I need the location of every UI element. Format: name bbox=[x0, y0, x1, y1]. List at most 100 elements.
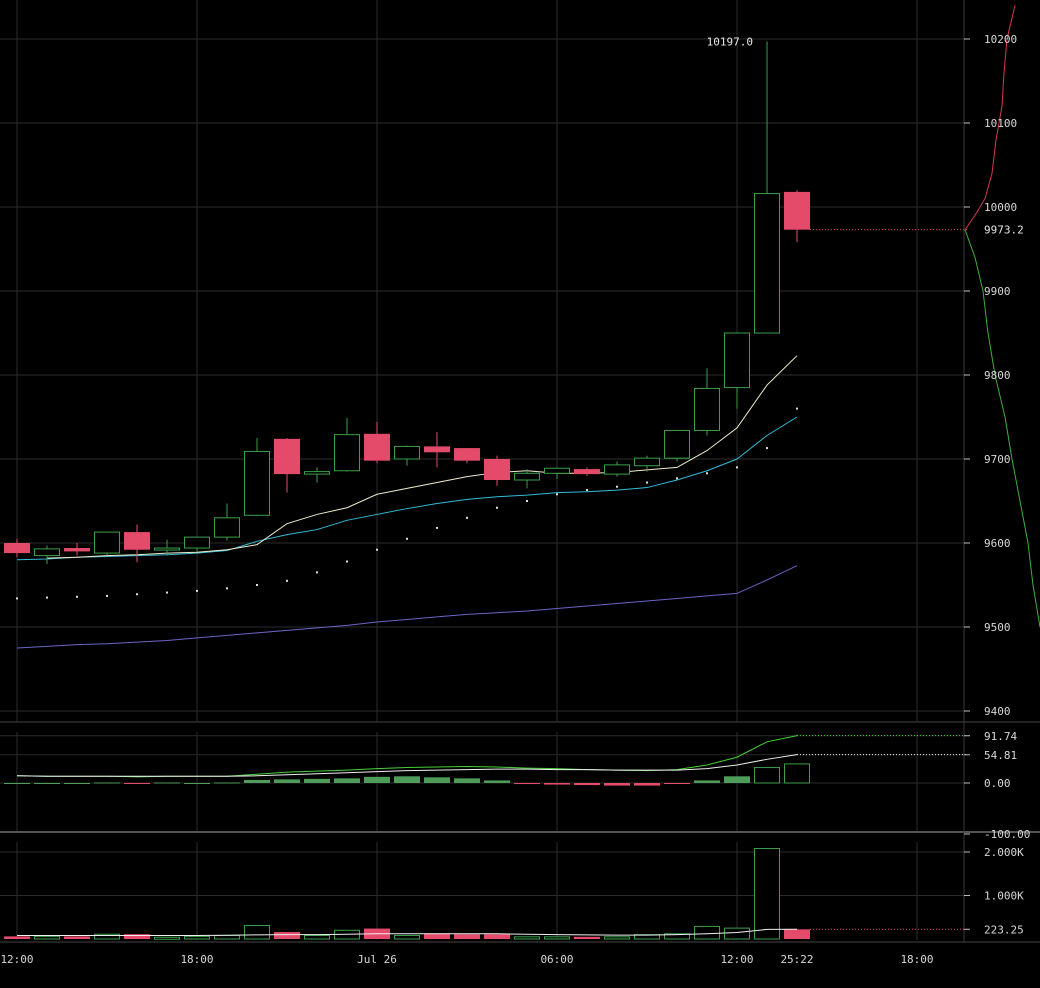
psar-dot bbox=[226, 587, 228, 590]
x-tick-label: 25:22 bbox=[780, 953, 813, 966]
volume-bar bbox=[784, 929, 810, 939]
volume-bar bbox=[754, 848, 780, 940]
candle-body bbox=[274, 438, 300, 475]
candle-body bbox=[334, 434, 360, 472]
high-price-annotation: 10197.0 bbox=[707, 36, 753, 49]
candles[interactable] bbox=[4, 41, 968, 564]
volume-bar bbox=[304, 935, 330, 940]
psar-dot bbox=[376, 548, 378, 551]
volume-bar bbox=[214, 935, 240, 940]
psar-dot bbox=[346, 560, 348, 563]
volume-bar bbox=[604, 936, 630, 940]
depth-ask-line bbox=[964, 5, 1016, 230]
price-tick-label: 9700 bbox=[984, 453, 1011, 466]
volume-tick-label: 1.000K bbox=[984, 890, 1024, 903]
macd-histogram-bar bbox=[154, 782, 180, 784]
volume-tick-label: 2.000K bbox=[984, 846, 1024, 859]
x-tick-label: Jul 26 bbox=[357, 953, 397, 966]
psar-dot bbox=[796, 407, 798, 410]
volume-bar bbox=[4, 936, 30, 939]
depth-chart bbox=[964, 5, 1040, 628]
x-axis-labels: 12:00 18:00 Jul 26 06:00 12:00 25:22 18:00 bbox=[0, 953, 933, 966]
candle-body bbox=[154, 547, 180, 551]
macd-histogram-bar bbox=[244, 779, 270, 783]
volume-bar bbox=[724, 927, 750, 940]
macd-histogram-bar bbox=[214, 782, 240, 784]
depth-bid-line bbox=[964, 229, 1040, 628]
candle-body bbox=[34, 548, 60, 557]
candle-body bbox=[304, 471, 330, 475]
macd-histogram-bar bbox=[664, 783, 690, 784]
candle-body bbox=[544, 467, 570, 474]
candle-body bbox=[454, 448, 480, 461]
macd-histogram-bar bbox=[334, 778, 360, 783]
psar-dot bbox=[316, 571, 318, 574]
candle-body bbox=[364, 433, 390, 461]
macd-histogram-bar bbox=[304, 778, 330, 783]
candle-body bbox=[694, 387, 720, 431]
price-tick-label: 9400 bbox=[984, 705, 1011, 718]
macd-histogram-bar bbox=[34, 783, 60, 784]
price-tick-label: 9500 bbox=[984, 621, 1011, 634]
volume-bar bbox=[694, 925, 720, 940]
volume-bar bbox=[454, 934, 480, 939]
candle-body bbox=[634, 457, 660, 467]
price-tick-label: 9900 bbox=[984, 285, 1011, 298]
candle-body bbox=[94, 531, 120, 554]
psar-dot bbox=[76, 595, 78, 598]
volume-bar bbox=[64, 936, 90, 939]
x-tick-label: 06:00 bbox=[540, 953, 573, 966]
psar-dot bbox=[556, 493, 558, 496]
psar-dot bbox=[406, 537, 408, 540]
macd-histogram-bar bbox=[364, 776, 390, 783]
macd-histogram-bar bbox=[184, 783, 210, 784]
volume-tick-label: 223.25 bbox=[984, 923, 1024, 936]
candle-body bbox=[574, 469, 600, 475]
panel-borders bbox=[0, 0, 1040, 943]
psar-dot bbox=[676, 477, 678, 480]
volume-bar bbox=[154, 936, 180, 940]
macd-histogram-bar bbox=[454, 778, 480, 783]
volume-bar bbox=[664, 933, 690, 940]
candle-body bbox=[4, 543, 30, 554]
macd-histogram-bar bbox=[424, 777, 450, 783]
volume-bar bbox=[124, 934, 150, 939]
ema-mid-line bbox=[16, 416, 798, 561]
candle-body bbox=[484, 459, 510, 480]
volume-bar bbox=[484, 934, 510, 939]
candle-body bbox=[124, 532, 150, 550]
candle-body bbox=[64, 548, 90, 552]
volume-bar bbox=[424, 933, 450, 939]
volume-panel[interactable] bbox=[4, 848, 968, 940]
ema-fast-line bbox=[46, 355, 798, 559]
psar-dots bbox=[16, 407, 798, 600]
price-tick-label: 10000 bbox=[984, 201, 1017, 214]
volume-bar bbox=[34, 935, 60, 940]
macd-histogram-bar bbox=[94, 782, 120, 784]
price-tick-label: 10200 bbox=[984, 33, 1017, 46]
macd-histogram-bar bbox=[514, 783, 540, 785]
volume-bar bbox=[184, 935, 210, 940]
macd-histogram-bar bbox=[634, 783, 660, 786]
psar-dot bbox=[496, 506, 498, 509]
macd-panel[interactable] bbox=[4, 735, 968, 786]
price-tick-label: 9800 bbox=[984, 369, 1011, 382]
psar-dot bbox=[436, 526, 438, 529]
psar-dot bbox=[46, 596, 48, 599]
psar-dot bbox=[136, 593, 138, 596]
x-tick-label: 18:00 bbox=[180, 953, 213, 966]
x-tick-label: 18:00 bbox=[900, 953, 933, 966]
psar-dot bbox=[766, 447, 768, 450]
macd-histogram-bar bbox=[274, 779, 300, 783]
psar-dot bbox=[706, 472, 708, 475]
price-tick-label: 10100 bbox=[984, 117, 1017, 130]
candle-body bbox=[754, 193, 780, 334]
candle-body bbox=[604, 464, 630, 475]
signal-line bbox=[16, 754, 798, 777]
macd-tick-label: 0.00 bbox=[984, 777, 1011, 790]
psar-dot bbox=[166, 591, 168, 594]
ema-lines bbox=[16, 355, 798, 649]
volume-bar bbox=[514, 936, 540, 940]
psar-dot bbox=[256, 584, 258, 586]
